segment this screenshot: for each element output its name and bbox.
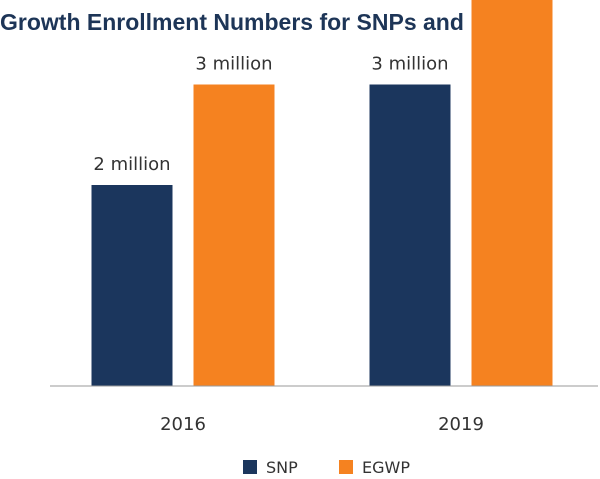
data-label-snp-2019: 3 million (371, 54, 448, 75)
legend-label-egwp: EGWP (362, 458, 410, 477)
bars-group (91, 0, 553, 386)
bar-egwp-2016 (193, 84, 275, 386)
bar-snp-2016 (91, 185, 173, 386)
data-label-snp-2016: 2 million (93, 154, 170, 175)
x-tick-labels: 2016 2019 (160, 414, 484, 435)
bar-egwp-2019 (471, 0, 553, 386)
legend-label-snp: SNP (266, 458, 298, 477)
chart-title: Growth Enrollment Numbers for SNPs and E… (0, 9, 553, 35)
legend-swatch-egwp (339, 460, 353, 474)
data-label-egwp-2016: 3 million (195, 54, 272, 75)
x-tick-label-2019: 2019 (438, 414, 484, 435)
x-tick-label-2016: 2016 (160, 414, 206, 435)
bar-snp-2019 (369, 84, 451, 386)
legend-swatch-snp (243, 460, 257, 474)
legend: SNP EGWP (243, 458, 410, 477)
